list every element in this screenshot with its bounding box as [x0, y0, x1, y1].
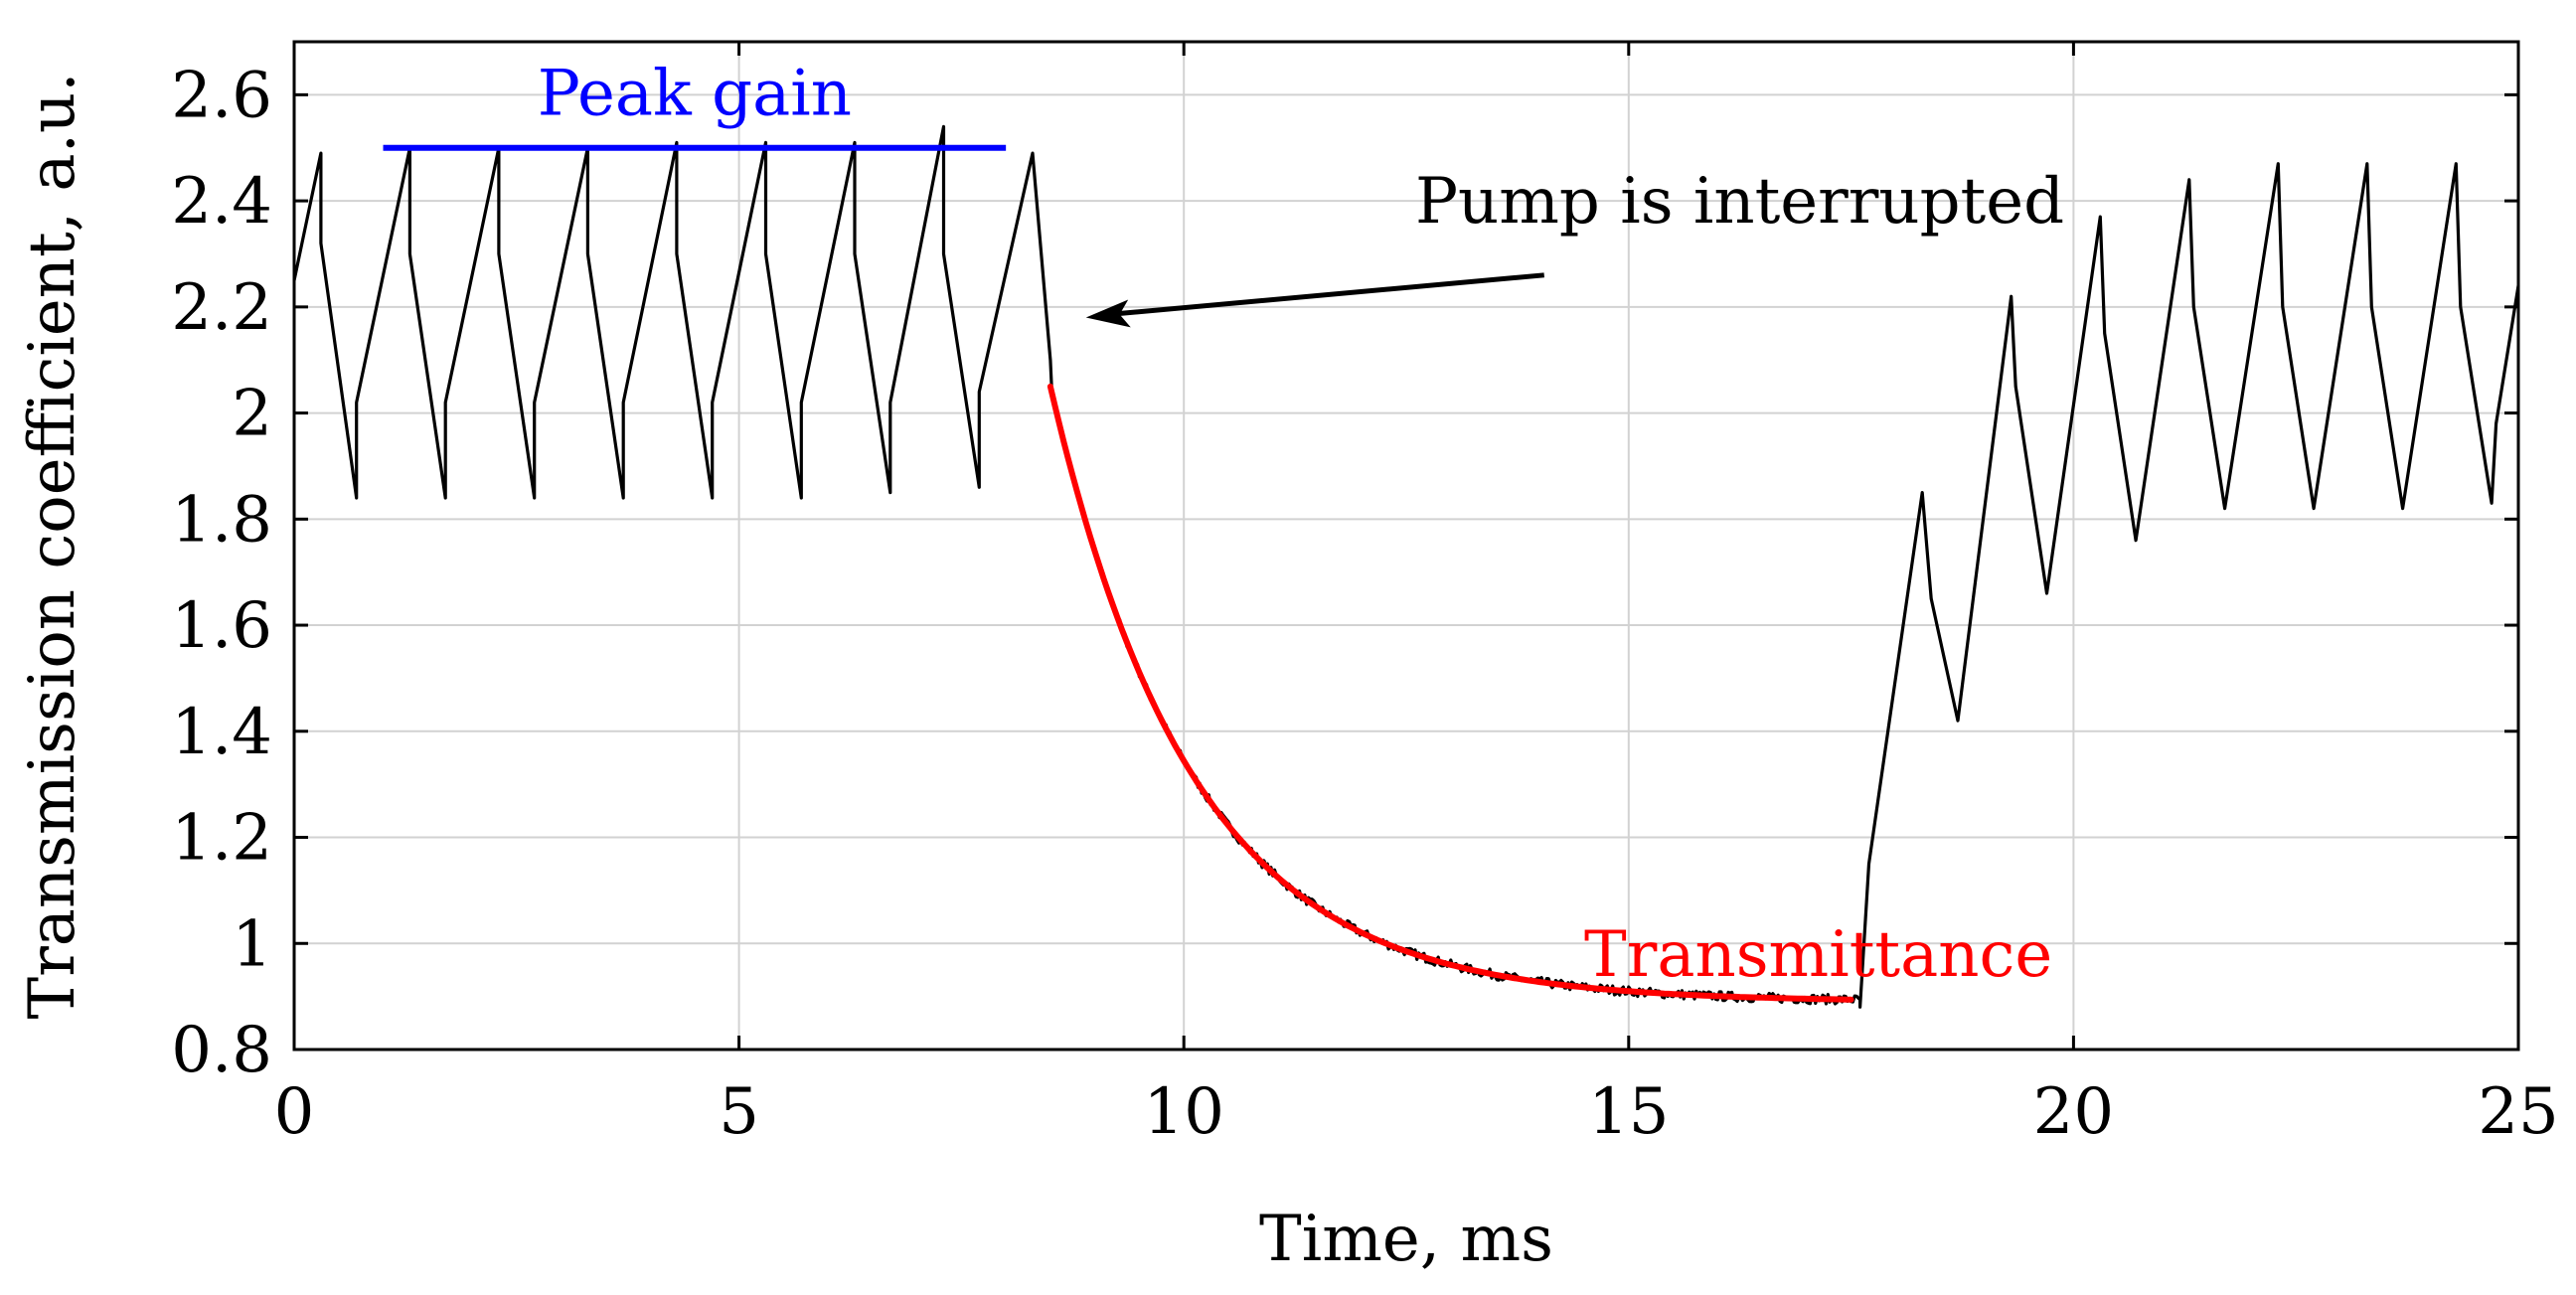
- y-tick-label: 1: [232, 907, 272, 981]
- axis-ticks: 0 5 10 15 20 25 0.8 1 1.2 1.4 1.6 1.8 2 2.2 2.4 2.6: [171, 42, 2559, 1149]
- y-tick-label: 2.4: [171, 165, 272, 239]
- y-tick-label: 2.2: [171, 271, 272, 345]
- pump-arrow-head: [1085, 299, 1131, 328]
- x-tick-label: 5: [719, 1075, 759, 1149]
- y-tick-label: 1.2: [171, 802, 272, 876]
- x-axis-label: Time, ms: [1259, 1203, 1553, 1276]
- series-layer: [292, 124, 2520, 1009]
- x-tick-label: 0: [274, 1075, 315, 1149]
- pump-interrupted-label: Pump is interrupted: [1415, 165, 2064, 239]
- plot-frame: [292, 40, 2520, 1052]
- x-tick-label: 25: [2478, 1075, 2558, 1149]
- annotations: Peak gain Pump is interrupted Transmittanc…: [538, 57, 2064, 992]
- y-tick-label: 1.8: [171, 483, 272, 557]
- x-tick-label: 10: [1143, 1075, 1223, 1149]
- y-axis-label: Transmission coefficient, a.u.: [16, 73, 89, 1020]
- y-tick-label: 2: [232, 378, 272, 451]
- pump-arrow-shaft: [1107, 272, 1544, 318]
- grid: [293, 42, 2519, 1051]
- y-tick-label: 0.8: [171, 1014, 272, 1087]
- signal-line: [292, 124, 2520, 1009]
- x-tick-label: 20: [2033, 1075, 2114, 1149]
- transmittance-fit-line: [1046, 383, 1854, 1003]
- x-tick-label: 15: [1588, 1075, 1669, 1149]
- y-tick-label: 1.6: [171, 589, 272, 663]
- y-tick-label: 1.4: [171, 696, 272, 769]
- y-tick-label: 2.6: [171, 59, 272, 132]
- transmittance-label: Transmittance: [1584, 918, 2052, 992]
- peak-gain-label: Peak gain: [538, 57, 852, 130]
- plot-border: [292, 40, 2520, 1052]
